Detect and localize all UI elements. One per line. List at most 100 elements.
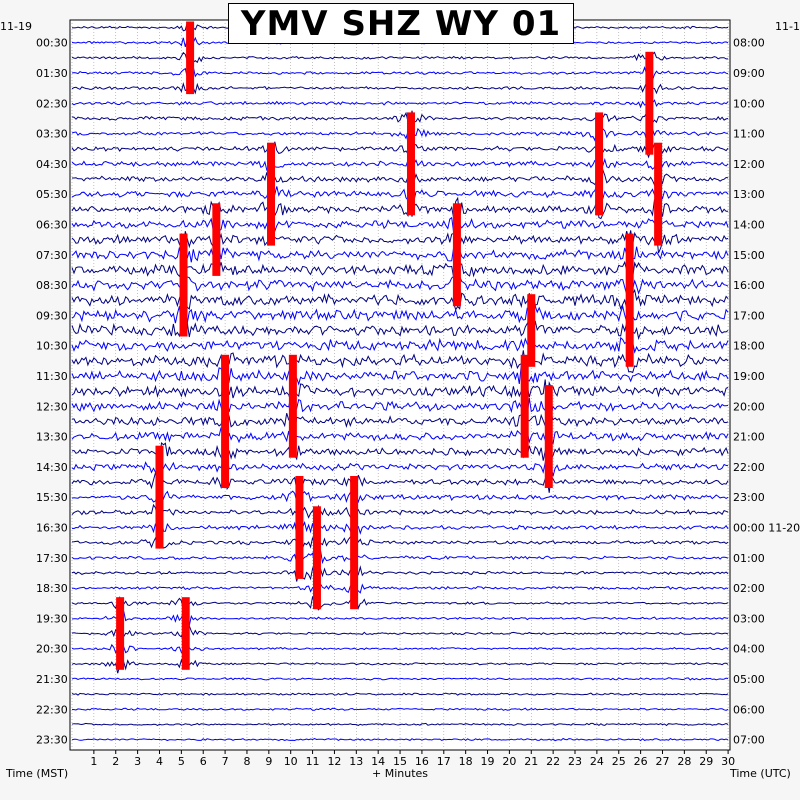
utc-row-label: 21:00 bbox=[733, 431, 765, 444]
mst-row-label: 21:30 bbox=[36, 673, 68, 686]
x-tick-label: 2 bbox=[112, 755, 119, 768]
x-tick-label: 19 bbox=[481, 755, 495, 768]
clipped-event bbox=[179, 233, 188, 337]
clipped-event bbox=[267, 142, 276, 246]
clipped-event bbox=[350, 476, 359, 610]
seismic-trace bbox=[71, 677, 729, 681]
mst-row-label: 16:30 bbox=[36, 521, 68, 534]
x-tick-label: 12 bbox=[327, 755, 341, 768]
mst-row-label: 13:30 bbox=[36, 431, 68, 444]
x-tick-label: 10 bbox=[284, 755, 298, 768]
x-tick-label: 15 bbox=[393, 755, 407, 768]
utc-row-label: 22:00 bbox=[733, 461, 765, 474]
mst-row-label: 15:30 bbox=[36, 491, 68, 504]
mst-row-label: 01:30 bbox=[36, 67, 68, 80]
mst-row-label: 14:30 bbox=[36, 461, 68, 474]
mst-row-label: 10:30 bbox=[36, 340, 68, 353]
clipped-event bbox=[116, 597, 125, 670]
x-tick-label: 25 bbox=[612, 755, 626, 768]
start-date-left: 11-19 bbox=[0, 20, 32, 33]
mst-row-label: 19:30 bbox=[36, 612, 68, 625]
utc-row-label: 09:00 bbox=[733, 67, 765, 80]
x-tick-label: 24 bbox=[590, 755, 604, 768]
utc-row-label: 06:00 bbox=[733, 703, 765, 716]
x-tick-label: 11 bbox=[306, 755, 320, 768]
seismic-trace bbox=[71, 692, 729, 696]
mst-row-label: 00:30 bbox=[36, 37, 68, 50]
utc-row-label: 08:00 bbox=[733, 37, 765, 50]
utc-row-label: 14:00 bbox=[733, 218, 765, 231]
x-tick-label: 22 bbox=[546, 755, 560, 768]
x-tick-label: 16 bbox=[415, 755, 429, 768]
right-axis-label: Time (UTC) bbox=[729, 767, 791, 780]
mst-row-label: 04:30 bbox=[36, 158, 68, 171]
seismic-trace bbox=[71, 99, 729, 117]
seismic-trace bbox=[71, 364, 729, 387]
mst-row-label: 02:30 bbox=[36, 97, 68, 110]
seismic-trace bbox=[71, 565, 729, 582]
utc-row-label: 04:00 bbox=[733, 643, 765, 656]
seismic-trace bbox=[71, 213, 729, 236]
seismic-trace bbox=[71, 643, 729, 654]
mst-row-label: 23:30 bbox=[36, 734, 68, 747]
x-tick-label: 5 bbox=[178, 755, 185, 768]
mst-row-label: 11:30 bbox=[36, 370, 68, 383]
x-tick-label: 20 bbox=[502, 755, 516, 768]
seismic-trace bbox=[72, 168, 729, 188]
utc-time-labels: 08:00 09:00 10:00 11:00 12:00 13:00 14:00 15:00… bbox=[733, 37, 800, 747]
x-tick-label: 13 bbox=[349, 755, 363, 768]
seismic-trace bbox=[71, 379, 729, 403]
seismic-trace bbox=[71, 457, 729, 477]
seismic-trace bbox=[71, 51, 729, 68]
seismic-trace bbox=[71, 152, 729, 175]
seismic-trace bbox=[71, 395, 729, 419]
x-tick-label: 3 bbox=[134, 755, 141, 768]
utc-row-label: 07:00 bbox=[733, 734, 765, 747]
clipped-event bbox=[625, 233, 634, 367]
utc-row-label: 11:00 bbox=[733, 128, 765, 141]
seismic-trace bbox=[71, 737, 729, 742]
utc-row-label: 02:00 bbox=[733, 582, 765, 595]
mst-row-label: 05:30 bbox=[36, 188, 68, 201]
clipped-event bbox=[155, 445, 164, 549]
mst-row-label: 07:30 bbox=[36, 249, 68, 262]
mst-time-labels: 00:30 01:30 02:30 03:30 04:30 05:30 06:30 07:30… bbox=[36, 37, 68, 747]
mst-row-label: 12:30 bbox=[36, 400, 68, 413]
x-tick-label: 17 bbox=[437, 755, 451, 768]
minute-ticks: 1 2 3 4 5 6 7 8 9 10 11 12 13 14 15 16 17 18 19 20 21 22 23 24 2… bbox=[90, 750, 735, 768]
clipped-event bbox=[452, 203, 461, 307]
utc-row-label: 05:00 bbox=[733, 673, 765, 686]
seismic-trace bbox=[71, 722, 729, 727]
clipped-event bbox=[654, 142, 663, 246]
seismic-trace bbox=[71, 110, 729, 128]
x-tick-label: 18 bbox=[459, 755, 473, 768]
clipped-event bbox=[544, 385, 553, 488]
x-axis-label: + Minutes bbox=[372, 767, 428, 780]
seismic-trace bbox=[71, 487, 729, 507]
x-tick-label: 26 bbox=[634, 755, 648, 768]
seismic-trace bbox=[71, 533, 729, 550]
seismic-trace bbox=[71, 81, 729, 96]
clipped-event bbox=[295, 476, 304, 579]
utc-row-label: 13:00 bbox=[733, 188, 765, 201]
x-tick-label: 7 bbox=[222, 755, 229, 768]
clipped-event bbox=[288, 354, 297, 458]
clipped-event bbox=[312, 506, 321, 610]
seismic-trace bbox=[71, 440, 729, 462]
seismic-traces bbox=[71, 21, 729, 742]
left-axis-label: Time (MST) bbox=[5, 767, 68, 780]
utc-row-label: 23:00 bbox=[733, 491, 765, 504]
x-tick-label: 23 bbox=[568, 755, 582, 768]
utc-row-label: 19:00 bbox=[733, 370, 765, 383]
seismic-trace bbox=[71, 65, 729, 83]
x-tick-label: 9 bbox=[265, 755, 272, 768]
x-tick-label: 21 bbox=[524, 755, 538, 768]
start-date-right: 11-1 bbox=[775, 20, 800, 33]
seismic-trace bbox=[71, 425, 729, 445]
clipped-event bbox=[186, 21, 195, 95]
clipped-event bbox=[221, 354, 230, 488]
seismic-trace bbox=[71, 182, 729, 201]
mst-row-label: 06:30 bbox=[36, 218, 68, 231]
seismic-trace bbox=[71, 549, 729, 567]
